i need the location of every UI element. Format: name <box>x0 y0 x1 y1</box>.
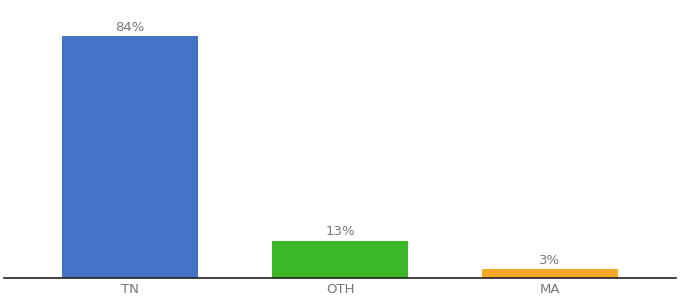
Text: 84%: 84% <box>116 21 145 34</box>
Bar <box>272 241 408 278</box>
Bar <box>481 269 618 278</box>
Text: 13%: 13% <box>325 225 355 238</box>
Text: 3%: 3% <box>539 254 560 267</box>
Bar <box>62 36 199 278</box>
